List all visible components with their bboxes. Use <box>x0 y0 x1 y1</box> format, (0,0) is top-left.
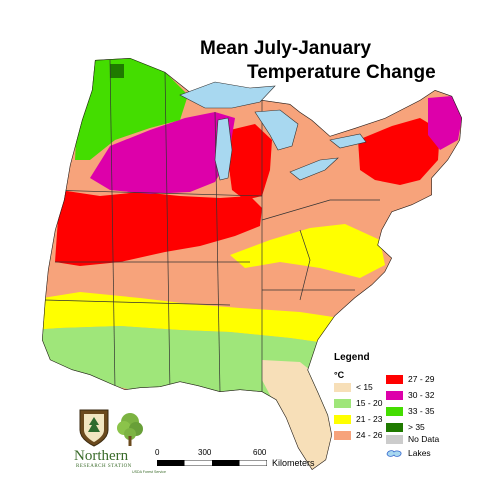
legend-label: 15 - 20 <box>356 398 383 408</box>
scale-tick-600: 600 <box>253 448 267 457</box>
legend: Legend °C < 15 15 - 20 21 - 23 24 - 26 2… <box>334 352 494 462</box>
scale-bar-graphic <box>157 460 267 466</box>
northern-research-station-logo: Northern RESEARCH STATION USDA Forest Se… <box>70 408 166 478</box>
legend-swatch <box>386 375 403 384</box>
legend-swatch <box>334 415 351 424</box>
legend-swatch <box>334 431 351 440</box>
legend-unit: °C <box>334 370 345 380</box>
legend-swatch <box>386 391 403 400</box>
lake-superior <box>179 81 276 109</box>
scale-unit: Kilometers <box>272 458 315 468</box>
zone-30-32-maine <box>428 96 462 150</box>
legend-label: 27 - 29 <box>408 374 435 384</box>
zone-30-32-midwest <box>90 112 235 194</box>
legend-label: 21 - 23 <box>356 414 383 424</box>
scale-tick-300: 300 <box>198 448 212 457</box>
legend-label: < 15 <box>356 382 373 392</box>
logo-agency: USDA Forest Service <box>132 470 166 474</box>
legend-title: Legend <box>334 352 370 363</box>
legend-swatch <box>386 407 403 416</box>
great-lakes <box>179 81 367 181</box>
map-title-line2: Temperature Change <box>247 62 436 83</box>
legend-swatch <box>386 423 403 432</box>
legend-label: 33 - 35 <box>408 406 435 416</box>
zone-33-35 <box>75 58 188 160</box>
legend-label: Lakes <box>408 448 431 458</box>
scale-tick-0: 0 <box>155 448 160 457</box>
zone-27-29-plains <box>55 190 262 266</box>
lake-ontario <box>329 133 367 149</box>
map-title-line1: Mean July-January <box>200 38 372 59</box>
zone-21-23-south <box>42 292 340 345</box>
lake-huron <box>254 109 299 151</box>
logo-subtitle: RESEARCH STATION <box>76 464 132 469</box>
legend-swatch <box>334 399 351 408</box>
zone-21-23-appalachian <box>230 224 385 278</box>
zone-gt35 <box>110 64 124 78</box>
scale-bar: 0 300 600 Kilometers <box>150 448 330 476</box>
forest-service-shield-icon <box>79 409 109 447</box>
logo-emblems <box>79 409 143 447</box>
legend-label: 30 - 32 <box>408 390 435 400</box>
tree-icon <box>117 413 143 446</box>
legend-label: > 35 <box>408 422 425 432</box>
zone-27-29-michigan <box>228 124 272 200</box>
legend-swatch <box>334 383 351 392</box>
legend-label: 24 - 26 <box>356 430 383 440</box>
legend-label: No Data <box>408 434 440 444</box>
lake-erie <box>289 157 339 181</box>
legend-swatch <box>386 435 403 444</box>
state-borders <box>44 59 380 393</box>
logo-name: Northern <box>74 448 129 464</box>
lake-icon <box>386 450 402 457</box>
zone-27-29-northeast <box>358 118 440 185</box>
lake-michigan <box>214 117 233 181</box>
